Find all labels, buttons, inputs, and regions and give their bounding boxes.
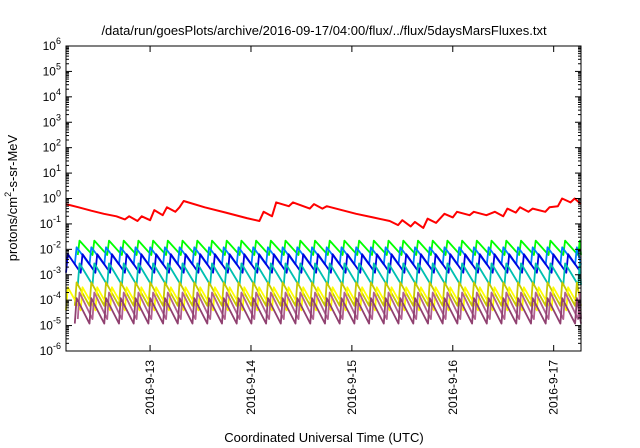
- x-tick-label: 2016-9-16: [446, 360, 460, 415]
- y-tick-label: 103: [43, 112, 61, 129]
- y-tick-label: 10-1: [40, 214, 61, 231]
- x-tick-label: 2016-9-17: [547, 360, 561, 415]
- x-tick-label: 2016-9-14: [244, 360, 258, 415]
- chart-title: /data/run/goesPlots/archive/2016-09-17/0…: [101, 23, 547, 38]
- x-axis: 2016-9-13 2016-9-14 2016-9-15 2016-9-16 2016…: [143, 46, 561, 415]
- series-line-6: [73, 281, 582, 307]
- x-tick-label: 2016-9-13: [143, 360, 157, 415]
- y-tick-label: 10-6: [40, 341, 61, 358]
- series-line-8: [76, 291, 582, 320]
- y-tick-label: 102: [43, 138, 61, 155]
- y-tick-label: 106: [43, 36, 61, 53]
- y-axis-title-post: -s-sr-MeV: [5, 134, 20, 191]
- y-tick-label: 10-2: [40, 239, 61, 256]
- y-axis-title-pre: protons/cm: [5, 197, 20, 261]
- y-tick-label: 10-5: [40, 316, 61, 333]
- series-line-5: [76, 262, 582, 286]
- x-tick-label: 2016-9-15: [345, 360, 359, 415]
- y-tick-label: 10-4: [40, 290, 61, 307]
- y-axis-title-sup: 2: [3, 192, 13, 197]
- y-tick-label: 104: [43, 87, 61, 104]
- y-tick-label: 105: [43, 61, 61, 78]
- series-layer: [65, 197, 582, 325]
- x-axis-title: Coordinated Universal Time (UTC): [224, 430, 423, 445]
- y-axis-title: protons/cm2-s-sr-MeV: [3, 134, 20, 261]
- y-axis: 10-6 10-5 10-4 10-3 10-2 10-1 100 101 102 103 104 1…: [40, 36, 581, 358]
- y-tick-label: 101: [43, 163, 61, 180]
- y-tick-label: 100: [43, 189, 61, 206]
- series-line-3: [73, 246, 582, 266]
- series-line-1: [65, 197, 582, 229]
- series-line-9: [73, 297, 582, 325]
- y-tick-label: 10-3: [40, 265, 61, 282]
